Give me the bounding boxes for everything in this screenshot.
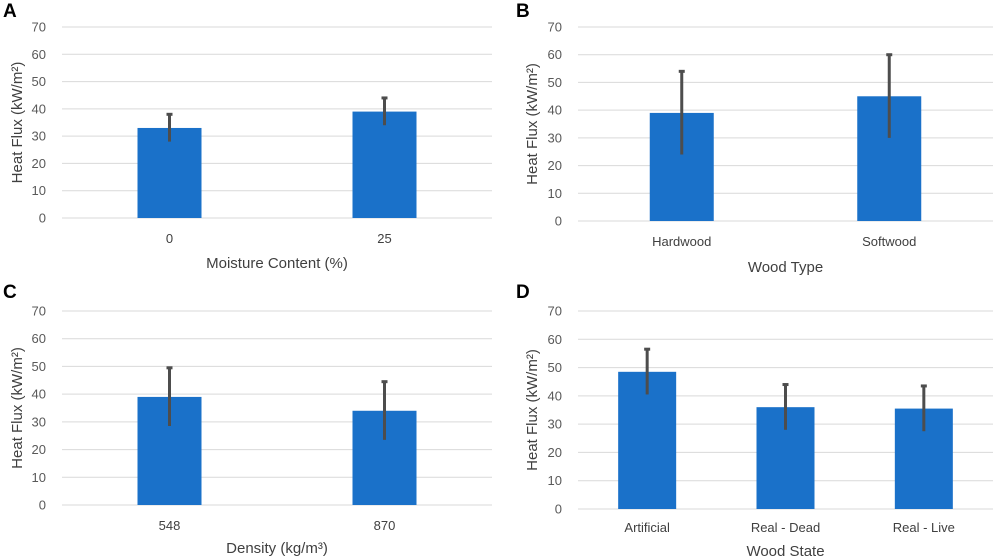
x-tick-label: 0: [166, 231, 173, 246]
x-tick-label: Hardwood: [652, 234, 711, 249]
chart-panel-d: D 0 10 20 30 40 50 60 70 Artificial Real - Dead Re…: [516, 282, 993, 560]
x-axis-title: Wood Type: [748, 259, 823, 276]
y-tick-label: 30: [548, 130, 562, 145]
y-tick-label: 50: [548, 75, 562, 90]
bar: [618, 371, 677, 509]
y-tick-label: 40: [32, 101, 46, 116]
y-tick-label: 40: [32, 387, 46, 402]
y-tick-label: 20: [32, 156, 46, 171]
y-tick-label: 60: [548, 332, 562, 347]
x-tick-label: Artificial: [624, 520, 670, 535]
x-tick-label: 870: [374, 518, 396, 533]
y-tick-label: 40: [548, 103, 562, 118]
y-tick-label: 10: [32, 470, 46, 485]
y-tick-label: 50: [548, 360, 562, 375]
chart-panel-b: B 0 10 20 30 40 50 60 70 Hardwood Softwood Wood T…: [516, 1, 993, 276]
y-tick-label: 60: [32, 331, 46, 346]
y-tick-label: 20: [548, 445, 562, 460]
y-tick-label: 30: [32, 129, 46, 144]
y-tick-label: 70: [32, 304, 46, 319]
chart-panel-a: A 0 10 20 30 40 50 60 70 0 25 Moisture Content (%…: [3, 1, 492, 272]
panel-label: C: [3, 282, 17, 303]
y-axis-title: Heat Flux (kW/m²): [9, 347, 26, 469]
y-tick-label: 50: [32, 74, 46, 89]
y-tick-label: 20: [32, 442, 46, 457]
y-tick-label: 0: [555, 502, 562, 517]
y-tick-label: 70: [32, 20, 46, 35]
x-axis-title: Moisture Content (%): [206, 255, 348, 272]
y-tick-label: 60: [32, 47, 46, 62]
y-tick-label: 70: [548, 20, 562, 35]
y-tick-label: 10: [32, 183, 46, 198]
y-tick-label: 10: [548, 473, 562, 488]
x-tick-label: Real - Live: [893, 520, 955, 535]
x-tick-label: Real - Dead: [751, 520, 820, 535]
y-tick-label: 70: [548, 304, 562, 319]
x-axis-title: Wood State: [746, 543, 824, 560]
panel-label: D: [516, 282, 530, 303]
y-tick-label: 0: [39, 498, 46, 513]
y-tick-label: 30: [32, 414, 46, 429]
y-tick-label: 10: [548, 186, 562, 201]
y-tick-label: 0: [555, 214, 562, 229]
y-tick-label: 30: [548, 417, 562, 432]
y-tick-label: 0: [39, 211, 46, 226]
x-axis-title: Density (kg/m³): [226, 540, 328, 557]
x-tick-label: 548: [159, 518, 181, 533]
y-tick-label: 50: [32, 359, 46, 374]
x-tick-label: Softwood: [862, 234, 916, 249]
bar: [352, 111, 417, 218]
x-tick-label: 25: [377, 231, 391, 246]
panel-label: A: [3, 1, 17, 22]
y-axis-title: Heat Flux (kW/m²): [9, 62, 26, 184]
y-axis-title: Heat Flux (kW/m²): [524, 349, 541, 471]
y-tick-label: 60: [548, 47, 562, 62]
bar: [137, 127, 202, 218]
y-tick-label: 20: [548, 158, 562, 173]
y-axis-title: Heat Flux (kW/m²): [524, 63, 541, 185]
panel-label: B: [516, 1, 530, 22]
y-tick-label: 40: [548, 388, 562, 403]
